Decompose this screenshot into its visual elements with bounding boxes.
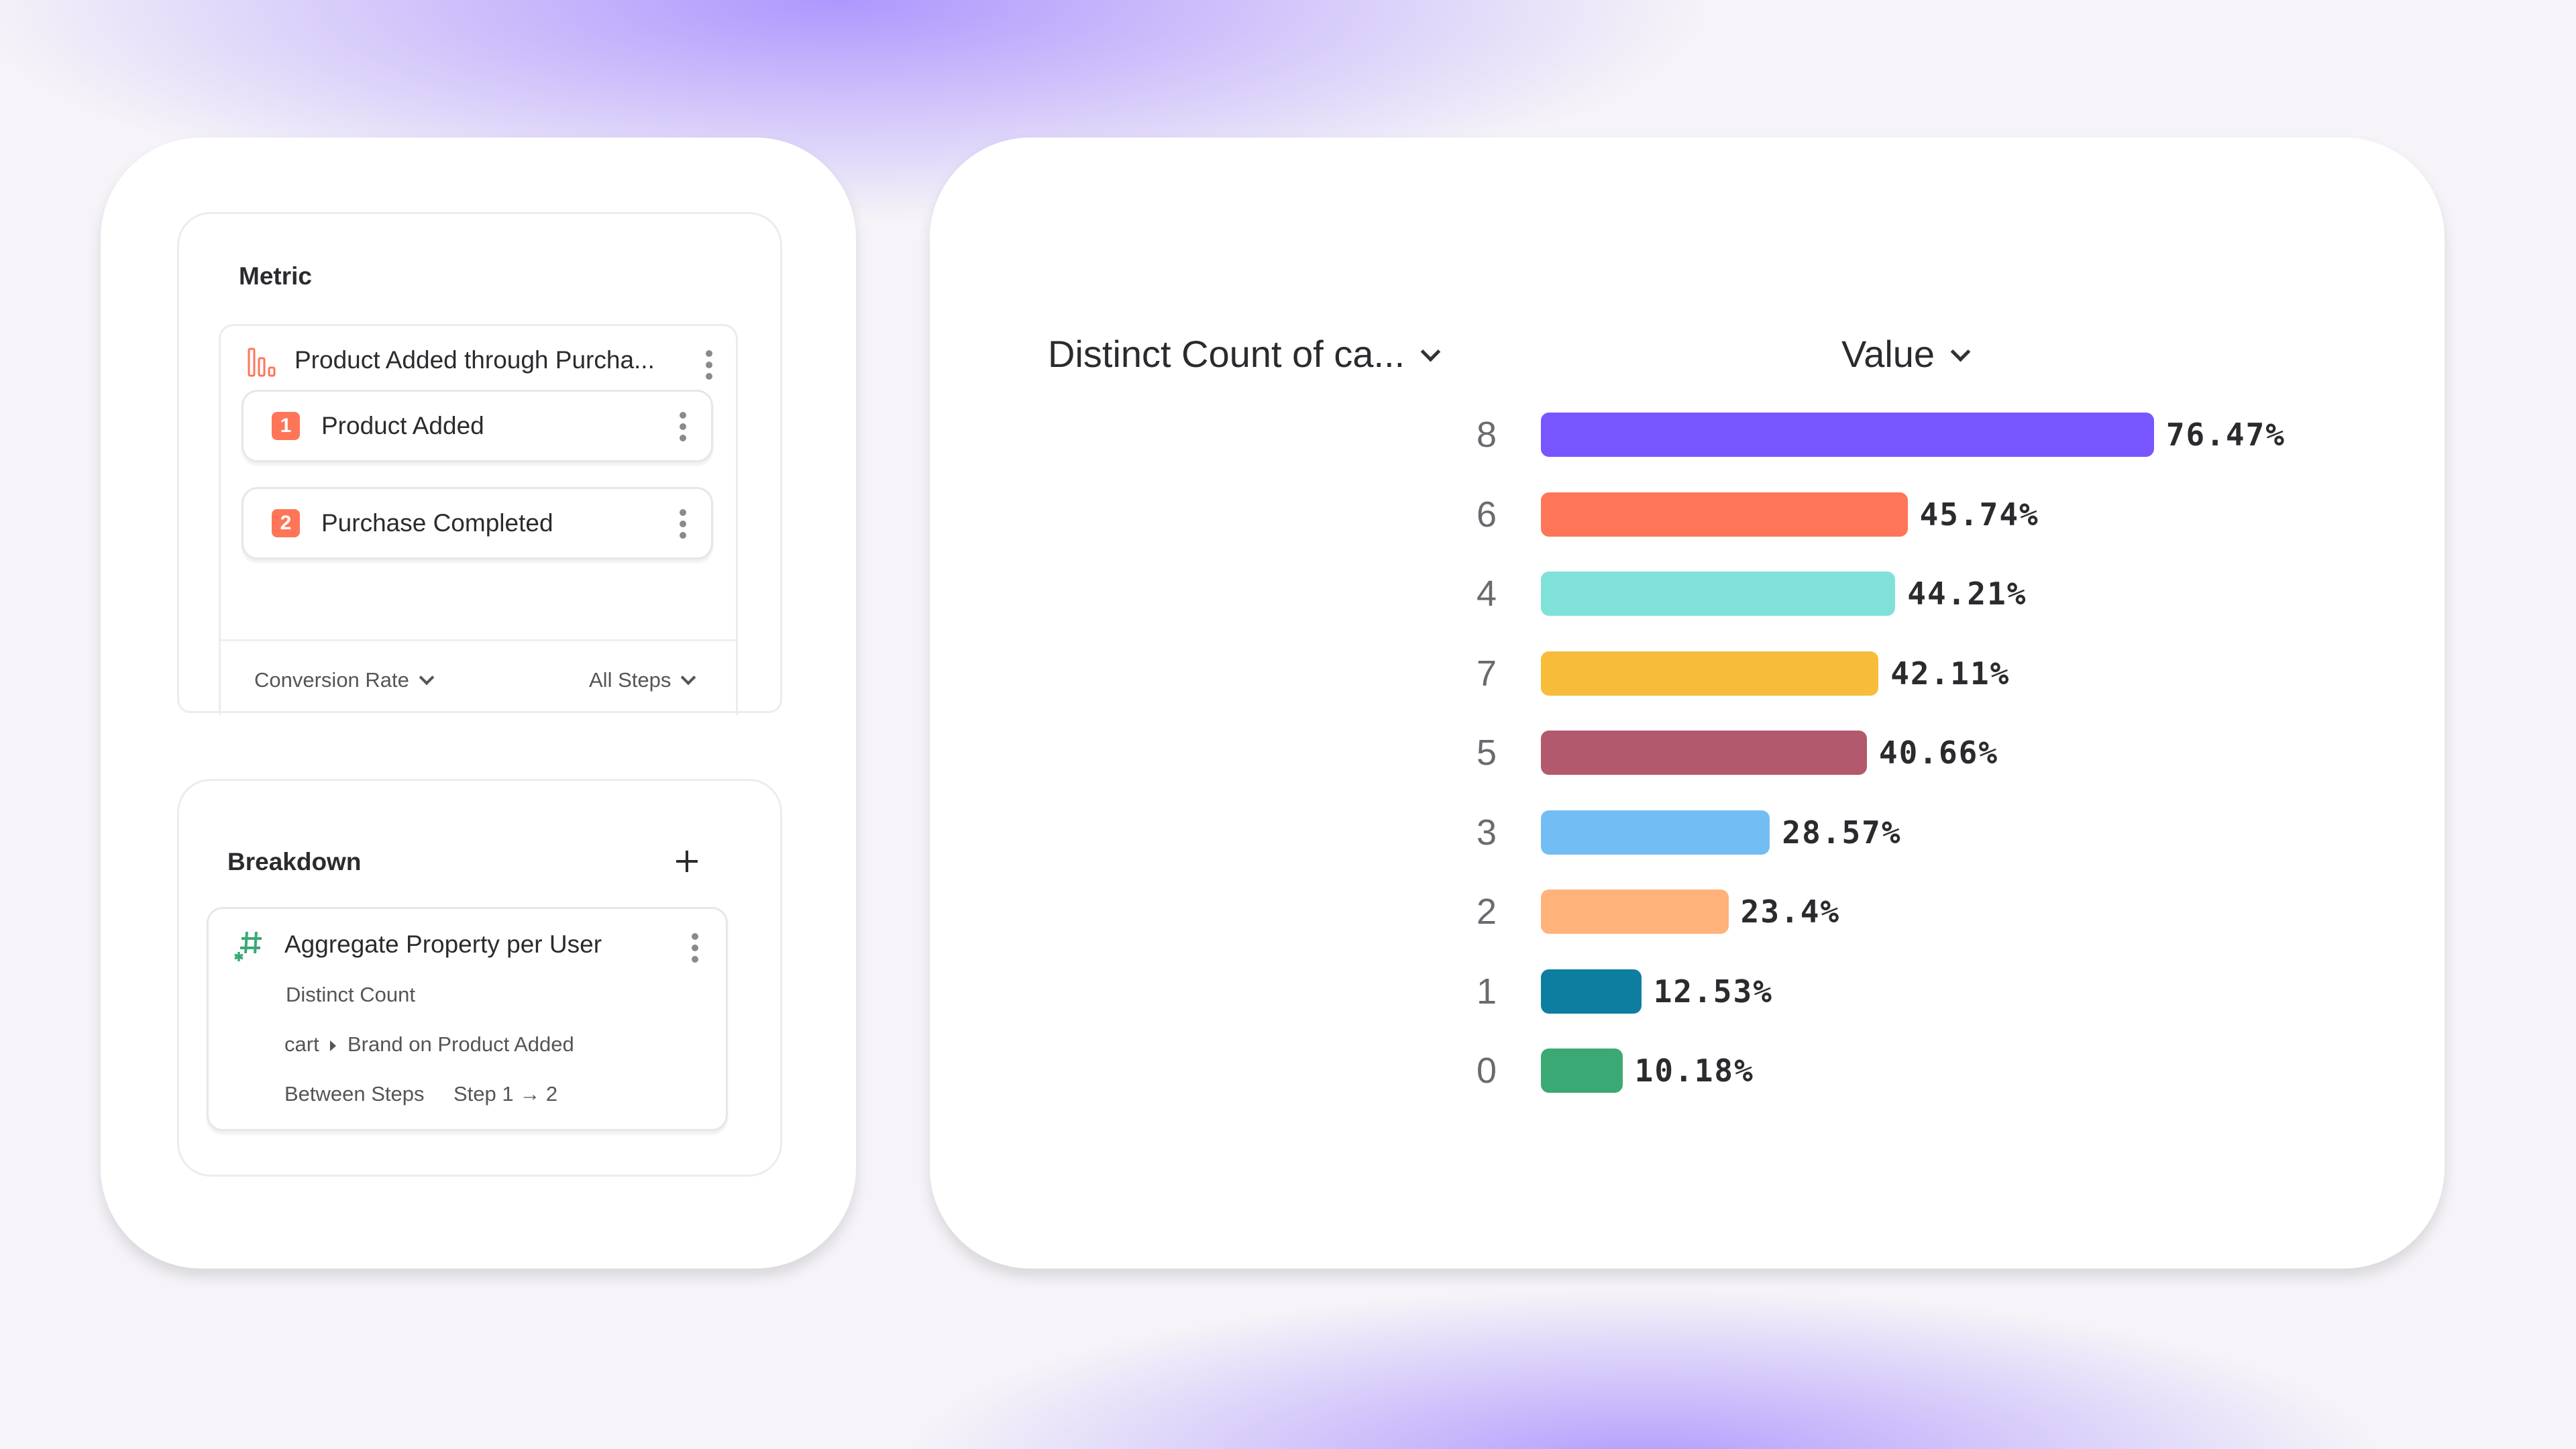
funnel-more-menu-icon[interactable] [706,350,712,384]
bar-7[interactable] [1541,651,1879,696]
measure-dropdown[interactable]: Conversion Rate [254,668,435,692]
breakdown-more-menu-icon[interactable] [692,933,698,967]
value-label: 10.18% [1634,1053,1754,1089]
caret-right-icon [330,1040,337,1051]
bar-2[interactable] [1541,890,1729,934]
category-label: 5 [1476,733,1497,773]
property-prefix: cart [284,1032,319,1056]
funnel-metric-item[interactable]: Product Added through Purcha... 1 Produc… [219,324,738,715]
chevron-down-icon [1420,341,1441,362]
breakdown-title: Breakdown [227,848,362,875]
bar-8[interactable] [1541,413,2154,457]
value-label: 28.57% [1782,814,1902,851]
funnel-step-1[interactable]: 1 Product Added [241,390,713,462]
breakdown-item[interactable]: Aggregate Property per User Distinct Cou… [207,907,728,1131]
chart-panel: Distinct Count of ca... Value 8 76.47% 6 45… [930,138,2445,1269]
value-label: 12.53% [1653,973,1773,1010]
plus-icon[interactable] [674,849,700,874]
step-more-menu-icon[interactable] [680,412,686,446]
category-header-label: Distinct Count of ca... [1048,333,1405,375]
category-header-dropdown[interactable]: Distinct Count of ca... [1048,332,1441,376]
category-label: 3 [1476,812,1497,853]
value-label: 23.4% [1740,894,1841,930]
funnel-name[interactable]: Product Added through Purcha... [294,346,655,374]
breakdown-item-title: Aggregate Property per User [284,930,602,958]
chevron-down-icon [1950,341,1971,362]
category-label: 1 [1476,971,1497,1012]
value-header-dropdown[interactable]: Value [1841,332,1971,376]
metric-title: Metric [239,262,312,290]
chevron-down-icon [419,669,435,686]
step-number-badge: 1 [272,412,300,440]
value-label: 40.66% [1878,735,1999,771]
step-more-menu-icon[interactable] [680,509,686,543]
bar-5[interactable] [1541,731,1867,775]
scope-label: Between Steps [284,1082,425,1106]
divider [221,639,736,641]
category-label: 8 [1476,415,1497,455]
funnel-chart-icon [248,347,276,377]
bar-6[interactable] [1541,492,1908,537]
bar-4[interactable] [1541,572,1896,616]
hash-icon [234,931,262,961]
value-header-label: Value [1841,333,1935,375]
bar-3[interactable] [1541,810,1770,855]
category-label: 7 [1476,653,1497,694]
bar-0[interactable] [1541,1049,1623,1093]
value-label: 45.74% [1919,496,2039,533]
aggregation-label[interactable]: Distinct Count [286,983,415,1006]
category-label: 0 [1476,1051,1497,1091]
query-builder-panel: Metric Product Added through Purcha... 1… [101,138,856,1269]
steps-dropdown[interactable]: All Steps [589,668,696,692]
step-label: Product Added [321,412,484,439]
category-label: 6 [1476,494,1497,535]
step-number-badge: 2 [272,509,300,537]
funnel-step-2[interactable]: 2 Purchase Completed [241,487,713,559]
chevron-down-icon [681,669,696,686]
bar-1[interactable] [1541,969,1642,1014]
property-name: Brand on Product Added [347,1032,574,1056]
metric-section: Metric Product Added through Purcha... 1… [177,212,782,715]
value-label: 76.47% [2165,417,2286,453]
value-label: 44.21% [1907,576,2027,612]
category-label: 4 [1476,574,1497,614]
scope-value[interactable]: Step 1 → 2 [453,1082,558,1106]
step-label: Purchase Completed [321,509,553,537]
steps-dropdown-label: All Steps [589,668,672,692]
measure-dropdown-label: Conversion Rate [254,668,409,692]
value-label: 42.11% [1890,655,2010,692]
property-path[interactable]: cart Brand on Product Added [284,1032,574,1057]
category-label: 2 [1476,892,1497,932]
breakdown-section: Breakdown Aggregate Property per User Di… [177,779,782,1177]
